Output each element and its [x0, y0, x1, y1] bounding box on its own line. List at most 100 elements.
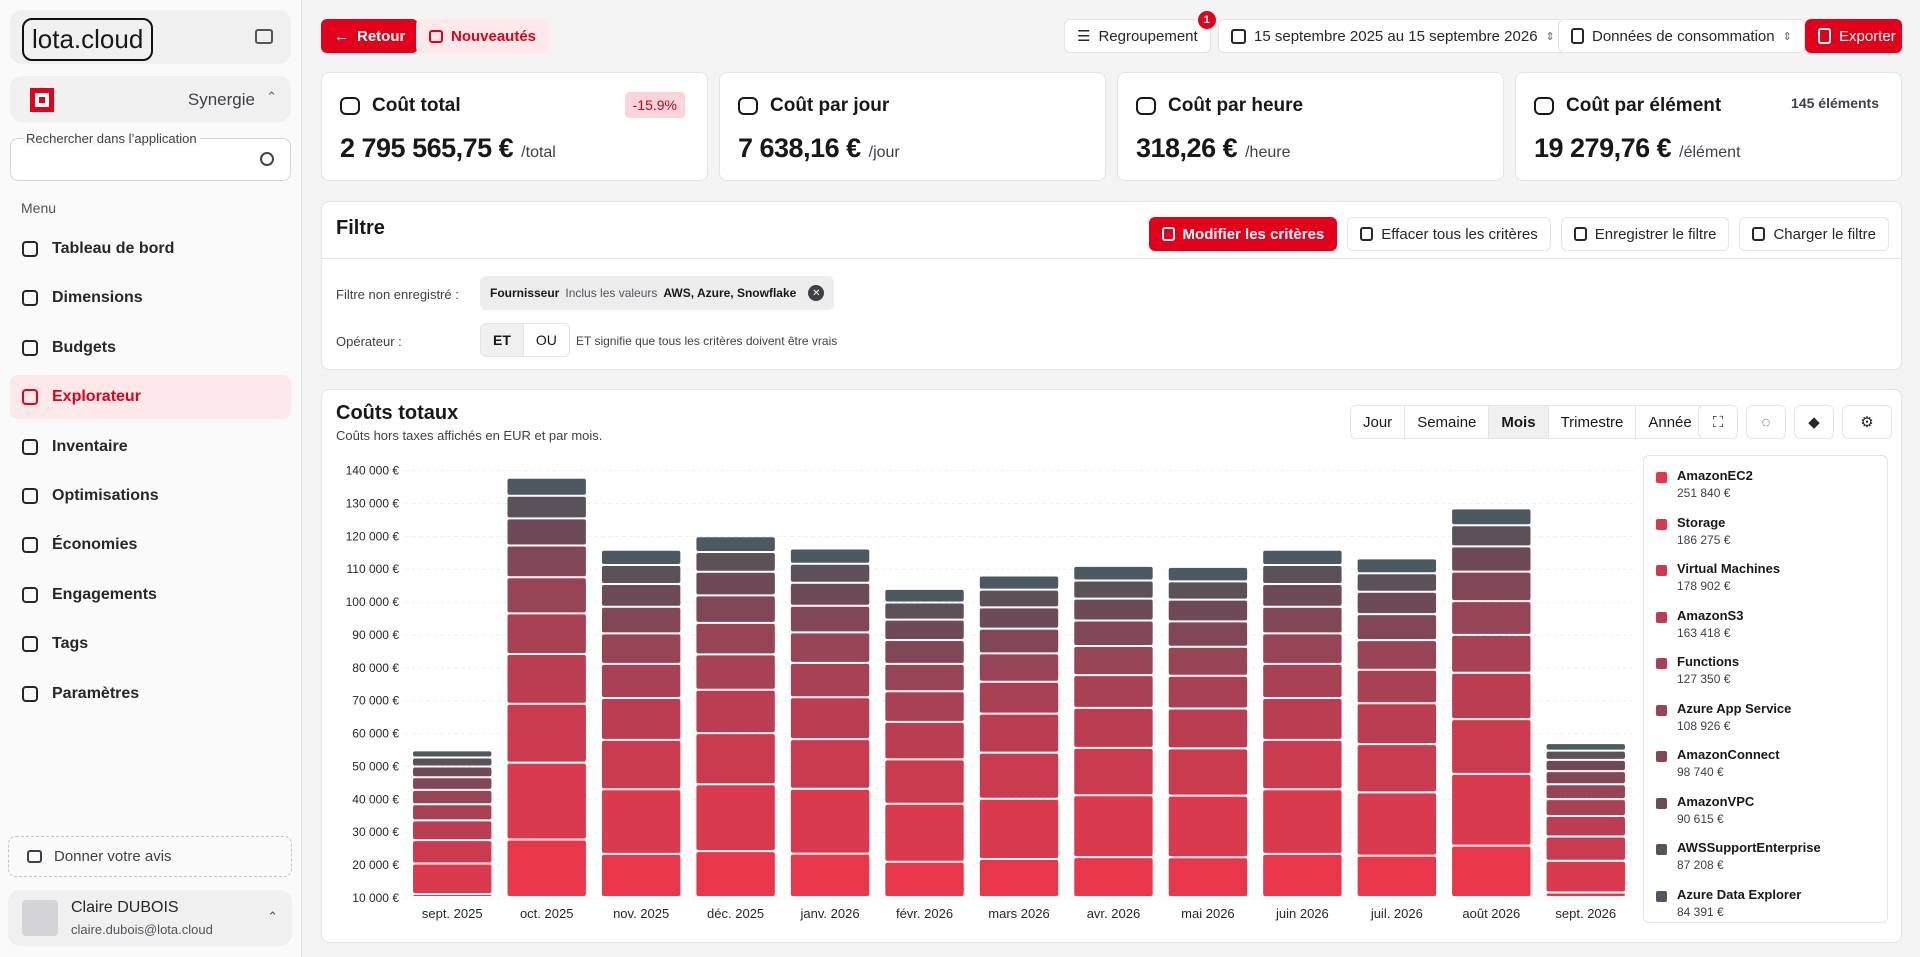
- feedback-label: Donner votre avis: [54, 848, 172, 865]
- bar-segment: [790, 564, 870, 582]
- bar-segment: [885, 620, 964, 640]
- bar-segment: [1168, 749, 1248, 795]
- filter-button[interactable]: Modifier les critères: [1148, 217, 1338, 251]
- bar-segment: [696, 596, 775, 622]
- user-box[interactable]: Claire DUBOIS claire.dubois@lota.cloud ⌃: [8, 890, 292, 946]
- bar-segment: [507, 519, 586, 545]
- x-tick-label: sept. 2026: [1555, 906, 1616, 921]
- menu-title: Menu: [21, 200, 57, 216]
- legend-name: Virtual Machines: [1677, 561, 1781, 576]
- period-option[interactable]: Jour: [1363, 413, 1393, 431]
- menu-item[interactable]: Tableau de bord: [10, 227, 291, 271]
- filter-button[interactable]: Enregistrer le filtre: [1560, 217, 1730, 251]
- grouping-label: Regroupement: [1098, 27, 1198, 45]
- bar-segment: [1357, 745, 1437, 792]
- menu-item[interactable]: Budgets: [10, 326, 291, 370]
- bar-segment: [696, 655, 775, 689]
- bar-segment: [979, 590, 1059, 607]
- bar-segment: [979, 714, 1059, 752]
- color-button[interactable]: ◆: [1794, 405, 1834, 439]
- menu-item[interactable]: Optimisations: [10, 474, 291, 518]
- period-option[interactable]: Semaine: [1404, 406, 1488, 438]
- filter-title: Filtre: [336, 217, 385, 239]
- filter-chip[interactable]: Fournisseur Inclus les valeurs AWS, Azur…: [480, 276, 835, 310]
- filter-button[interactable]: Effacer tous les critères: [1347, 217, 1551, 251]
- date-range-select[interactable]: 15 septembre 2025 au 15 septembre 2026 ⇕: [1218, 19, 1568, 53]
- bar-segment: [696, 623, 775, 654]
- button-icon: [1360, 227, 1374, 241]
- bar-segment: [413, 767, 492, 777]
- sidebar: lota.cloud Synergie ⌃ Rechercher dans l’…: [0, 0, 302, 957]
- export-button[interactable]: Exporter: [1805, 19, 1902, 53]
- bar-segment: [507, 478, 586, 495]
- bar-segment: [1452, 509, 1531, 525]
- menu-item[interactable]: Dimensions: [10, 276, 291, 320]
- settings-button[interactable]: ⚙: [1842, 405, 1892, 439]
- operator-label: Opérateur :: [336, 334, 402, 349]
- period-option[interactable]: Année: [1635, 406, 1703, 438]
- menu-item[interactable]: Économies: [10, 523, 291, 567]
- bar-segment: [979, 654, 1059, 681]
- chart: 10 000 € 20 000 € 30 000 € 40 000 € 50 000 €…: [346, 464, 1633, 921]
- data-source-select[interactable]: Données de consommation ⇕: [1558, 19, 1805, 53]
- chip-remove[interactable]: ✕: [808, 285, 825, 301]
- back-label: Retour: [357, 27, 406, 45]
- bar-segment: [885, 804, 964, 861]
- chevron: ⌃: [266, 89, 277, 104]
- chart-subtitle: Coûts hors taxes affichés en EUR et par …: [336, 428, 603, 443]
- filter-button[interactable]: Charger le filtre: [1739, 217, 1889, 251]
- menu-item[interactable]: Paramètres: [10, 672, 291, 716]
- kpi-value: 2 795 565,75 €: [340, 133, 514, 163]
- chevron: ⇕: [1545, 30, 1555, 43]
- bar-segment: [885, 760, 964, 803]
- bar-segment: [1452, 572, 1531, 601]
- search-label: Rechercher dans l’application: [23, 131, 200, 146]
- kpi-note: 145 éléments: [1791, 95, 1879, 111]
- bar-segment: [413, 790, 492, 804]
- bar-segment: [1074, 708, 1153, 747]
- hide-button[interactable]: ◌: [1746, 405, 1786, 439]
- menu-item[interactable]: Tags: [10, 622, 291, 666]
- org-select[interactable]: Synergie ⌃: [10, 76, 291, 122]
- bar-segment: [413, 778, 492, 789]
- legend-swatch: [1656, 751, 1667, 762]
- fullscreen-button[interactable]: ⛶: [1698, 405, 1738, 439]
- operator-hint: ET signifie que tous les critères doiven…: [576, 334, 838, 348]
- bar-segment: [1452, 673, 1531, 719]
- news-label: Nouveautés: [451, 27, 537, 45]
- menu-icon: [22, 586, 38, 603]
- period-option[interactable]: Trimestre: [1547, 406, 1636, 438]
- kpi-icon: [738, 97, 758, 115]
- button-icon: [1573, 227, 1587, 241]
- menu-item[interactable]: Explorateur: [10, 375, 291, 420]
- grouping-badge: 1: [1197, 11, 1216, 29]
- bar-segment: [1263, 607, 1342, 633]
- operator-option[interactable]: OU: [522, 324, 569, 356]
- period-option[interactable]: Mois: [1488, 406, 1548, 438]
- bar-segment: [601, 664, 681, 698]
- menu-item[interactable]: Inventaire: [10, 425, 291, 469]
- grouping-button[interactable]: ☰ Regroupement 1: [1064, 11, 1216, 53]
- search-box[interactable]: Rechercher dans l’application: [10, 131, 291, 181]
- menu-item[interactable]: Engagements: [10, 573, 291, 617]
- operator-option[interactable]: ET: [481, 324, 523, 356]
- bar-segment: [601, 790, 681, 853]
- news-button[interactable]: Nouveautés: [416, 19, 550, 53]
- feedback-button[interactable]: Donner votre avis: [8, 836, 292, 877]
- kpi-card: Coût total 2 795 565,75 € /total -15.9%: [321, 72, 708, 181]
- bar-segment: [413, 841, 492, 863]
- x-tick-label: sept. 2025: [422, 906, 483, 921]
- bar-segment: [1357, 793, 1437, 855]
- back-button[interactable]: ← Retour: [321, 19, 419, 53]
- button-icon: [1161, 227, 1175, 241]
- collapse-button[interactable]: [255, 29, 273, 44]
- legend-name: AmazonEC2: [1677, 468, 1753, 483]
- legend-total: 127 350 €: [1677, 672, 1731, 686]
- bar-segment: [1263, 634, 1342, 663]
- menu-label: Dimensions: [52, 289, 143, 307]
- kpi-unit: /total: [521, 144, 556, 161]
- x-tick-label: mai 2026: [1181, 906, 1234, 921]
- legend-swatch: [1656, 844, 1667, 855]
- bar-segment: [885, 664, 964, 691]
- bar-segment: [1168, 622, 1248, 646]
